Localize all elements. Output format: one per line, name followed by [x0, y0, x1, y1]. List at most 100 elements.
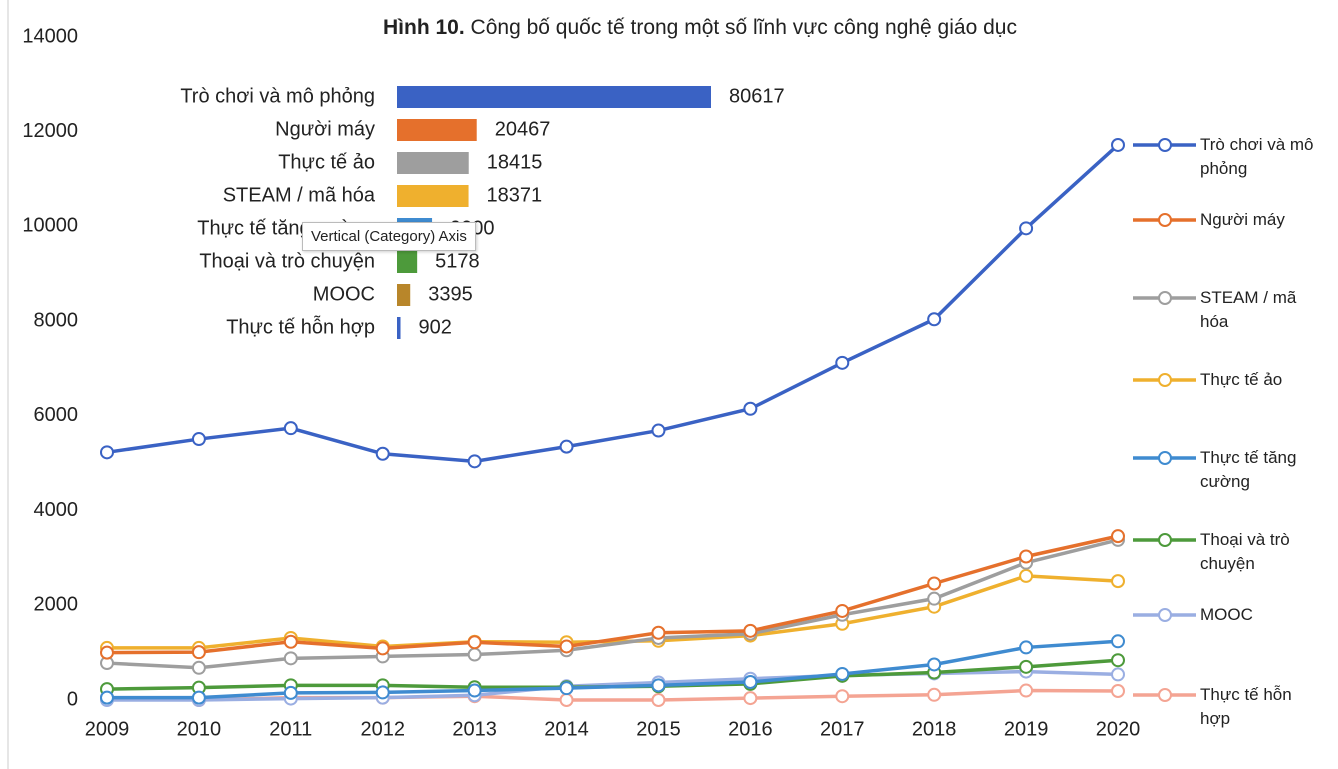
legend-label: MOOC	[1200, 605, 1253, 624]
bar	[397, 185, 469, 207]
x-tick-label: 2018	[912, 718, 957, 740]
point	[651, 693, 666, 707]
point	[927, 312, 942, 327]
point	[191, 432, 206, 447]
point	[283, 634, 298, 649]
x-tick-label: 2009	[85, 718, 130, 740]
point	[100, 645, 114, 660]
point	[283, 685, 298, 700]
x-tick-label: 2010	[177, 718, 222, 740]
y-tick-label: 6000	[34, 404, 79, 426]
legend-label: Thực tế tăng cường	[1200, 448, 1297, 491]
point	[743, 675, 758, 690]
point	[283, 651, 298, 666]
legend-marker	[1158, 533, 1172, 547]
point	[1111, 574, 1125, 589]
bar-value-label: 902	[419, 316, 452, 338]
bar-category-label: Người máy	[275, 118, 375, 140]
point	[100, 690, 114, 705]
bar-value-label: 18371	[487, 184, 543, 206]
bar-category-label: MOOC	[313, 283, 375, 305]
bar	[397, 251, 418, 273]
point	[1019, 659, 1034, 674]
bar-value-label: 18415	[487, 151, 543, 173]
point	[651, 678, 666, 693]
point	[835, 603, 850, 618]
point	[1111, 634, 1125, 649]
point	[1019, 221, 1034, 236]
legend-marker	[1158, 608, 1172, 622]
legend-label: Thoại và trò chuyện	[1200, 530, 1290, 573]
x-tick-label: 2020	[1096, 718, 1141, 740]
point	[467, 454, 482, 469]
series-line	[106, 143, 1120, 464]
bar-category-label: STEAM / mã hóa	[223, 184, 376, 206]
bar	[397, 152, 469, 174]
title-text: Công bố quốc tế trong một số lĩnh vực cô…	[471, 16, 1017, 39]
legend-label: Người máy	[1200, 210, 1285, 229]
point	[1111, 529, 1125, 544]
point	[559, 693, 574, 707]
legend-label: Thực tế hỗn hợp	[1200, 685, 1292, 728]
y-tick-label: 0	[67, 688, 78, 710]
x-tick-label: 2014	[544, 718, 589, 740]
chart-title: Hình 10. Công bố quốc tế trong một số lĩ…	[383, 16, 1017, 39]
point	[1019, 640, 1034, 655]
point	[927, 576, 942, 591]
point	[1111, 137, 1125, 152]
point	[283, 421, 298, 436]
bar-value-label: 20467	[495, 118, 551, 140]
point	[467, 647, 482, 662]
bar-category-label: Thoại và trò chuyện	[199, 250, 375, 272]
bar-category-label: Thực tế hỗn hợp	[226, 315, 375, 338]
bar-category-label: Trò chơi và mô phỏng	[180, 85, 375, 107]
point	[191, 690, 206, 705]
x-tick-label: 2016	[728, 718, 773, 740]
bar-value-label: 80617	[729, 85, 785, 107]
x-tick-label: 2013	[452, 718, 497, 740]
point	[375, 446, 390, 461]
point	[375, 685, 390, 700]
y-tick-label: 12000	[22, 120, 78, 142]
legend-marker	[1158, 213, 1172, 227]
bar	[397, 86, 711, 108]
legend-marker	[1158, 688, 1172, 702]
legend-marker	[1158, 291, 1172, 305]
point	[1019, 568, 1034, 583]
point	[835, 666, 850, 681]
y-tick-label: 14000	[22, 25, 78, 47]
point	[559, 639, 574, 654]
point	[743, 401, 758, 416]
point	[467, 635, 482, 650]
y-tick-label: 4000	[34, 499, 79, 521]
tooltip: Vertical (Category) Axis	[302, 222, 476, 251]
legend-label: Trò chơi và mô phỏng	[1200, 135, 1314, 178]
point	[1111, 684, 1125, 699]
point	[835, 689, 850, 704]
point	[100, 445, 114, 460]
bar	[397, 119, 477, 141]
title-bold: Hình 10.	[383, 16, 465, 39]
series-line	[107, 639, 1119, 700]
point	[927, 591, 942, 606]
point	[1111, 667, 1125, 682]
x-tick-label: 2012	[360, 718, 405, 740]
point	[559, 681, 574, 696]
bar	[397, 317, 401, 339]
point	[835, 355, 850, 370]
point	[927, 657, 942, 672]
legend-marker	[1158, 138, 1172, 152]
bar-category-label: Thực tế ảo	[278, 151, 375, 173]
point	[651, 625, 666, 640]
legend-label: Thực tế ảo	[1200, 370, 1283, 389]
point	[743, 691, 758, 706]
y-tick-label: 8000	[34, 309, 79, 331]
point	[743, 623, 758, 638]
series-line	[106, 534, 1119, 655]
bar-value-label: 3395	[428, 283, 473, 305]
legend-marker	[1158, 451, 1172, 465]
point	[467, 683, 482, 698]
bar	[397, 284, 411, 306]
